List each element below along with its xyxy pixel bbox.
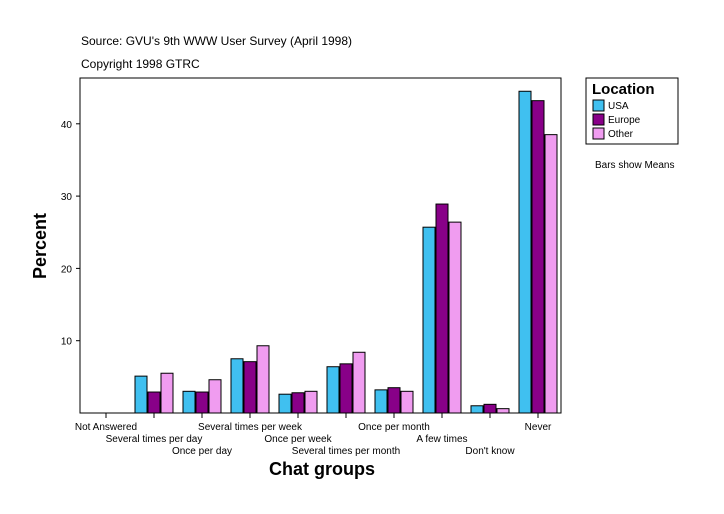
x-tick-label: A few times <box>416 434 467 445</box>
bar <box>304 390 318 414</box>
bar <box>326 366 340 414</box>
x-tick-label: Several times per week <box>198 422 303 433</box>
bar <box>422 226 436 414</box>
chart-subtitle: Copyright 1998 GTRC <box>81 57 200 71</box>
bar <box>400 390 414 414</box>
bar <box>544 134 558 414</box>
bar <box>278 393 292 414</box>
bar <box>531 100 545 414</box>
legend-label: USA <box>608 101 629 112</box>
bar <box>195 391 209 414</box>
y-tick-label: 10 <box>61 337 73 348</box>
note-text: Bars show Means <box>595 160 674 171</box>
y-axis-label: Percent <box>30 213 50 279</box>
chart-title: Source: GVU's 9th WWW User Survey (April… <box>81 34 352 48</box>
bar <box>352 351 366 414</box>
x-tick-label: Several times per day <box>106 434 203 445</box>
legend-swatch <box>592 99 605 112</box>
legend-label: Europe <box>608 115 641 126</box>
bar <box>448 221 462 414</box>
bar <box>470 405 484 414</box>
legend-swatch <box>592 113 605 126</box>
bar <box>496 408 510 414</box>
bar <box>387 387 401 414</box>
legend: Location USA Europe Other <box>585 77 679 145</box>
plot-frame <box>79 77 562 414</box>
bar <box>435 203 449 414</box>
y-tick-label: 30 <box>61 192 73 203</box>
bar <box>374 389 388 414</box>
bar <box>339 363 353 414</box>
bar <box>182 390 196 414</box>
bar <box>256 345 270 414</box>
y-tick-label: 40 <box>61 120 73 131</box>
bar <box>483 403 497 414</box>
y-tick-label: 20 <box>61 264 73 275</box>
x-tick-label: Several times per month <box>292 446 400 457</box>
x-axis-label: Chat groups <box>269 459 375 479</box>
bar <box>243 361 257 414</box>
bar <box>208 379 222 414</box>
legend-swatch <box>592 127 605 140</box>
bar <box>160 372 174 414</box>
bar <box>291 392 305 414</box>
legend-label: Other <box>608 129 634 140</box>
bar <box>230 358 244 414</box>
x-tick-label: Don't know <box>465 446 515 457</box>
legend-title: Location <box>592 81 655 98</box>
bar <box>147 391 161 414</box>
x-tick-label: Once per day <box>172 446 232 457</box>
x-tick-label: Once per month <box>358 422 430 433</box>
x-tick-label: Never <box>525 422 552 433</box>
x-tick-label: Not Answered <box>75 422 137 433</box>
x-tick-label: Once per week <box>264 434 332 445</box>
bar <box>518 90 532 414</box>
bar <box>134 375 148 414</box>
